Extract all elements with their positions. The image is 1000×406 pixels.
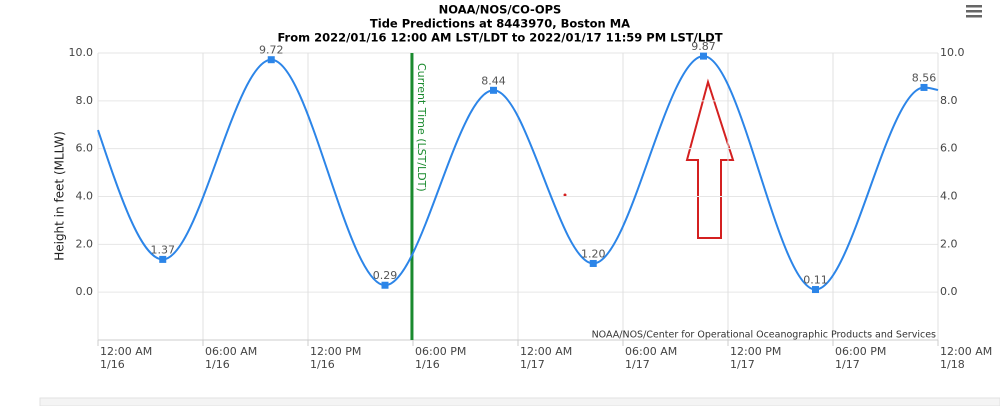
x-tick-label: 1/17 xyxy=(835,358,860,371)
menu-bar xyxy=(966,5,982,8)
x-tick-label: 12:00 PM xyxy=(730,345,781,358)
current-time-label: Current Time (LST/LDT) xyxy=(415,63,428,192)
y2-tick-label: 4.0 xyxy=(940,190,958,203)
tide-line xyxy=(97,55,939,291)
point-marker xyxy=(381,281,389,289)
y2-tick-label: 0.0 xyxy=(940,285,958,298)
x-tick-label: 06:00 AM xyxy=(205,345,257,358)
y-tick-label: 4.0 xyxy=(76,190,94,203)
x-tick-label: 1/16 xyxy=(415,358,440,371)
menu-bar xyxy=(966,10,982,13)
x-tick-label: 12:00 AM xyxy=(100,345,152,358)
data-label: 1.37 xyxy=(151,243,176,256)
footer-bar xyxy=(39,397,1000,406)
point-marker xyxy=(812,286,819,294)
y-tick-label: 0.0 xyxy=(76,285,94,298)
point-marker xyxy=(267,56,275,64)
y2-tick-label: 6.0 xyxy=(940,142,958,155)
y-tick-label: 2.0 xyxy=(76,237,94,250)
x-tick-label: 12:00 AM xyxy=(940,345,992,358)
x-tick-label: 06:00 PM xyxy=(835,345,886,358)
data-label: 1.20 xyxy=(581,247,606,260)
data-label: 9.87 xyxy=(691,40,716,53)
point-marker xyxy=(700,52,707,60)
dot xyxy=(563,193,567,197)
x-tick-label: 1/17 xyxy=(625,358,650,371)
x-tick-label: 06:00 PM xyxy=(415,345,466,358)
point-marker xyxy=(490,86,497,94)
y-tick-label: 8.0 xyxy=(76,94,94,107)
arrow-annotation xyxy=(685,78,735,239)
data-label: 0.11 xyxy=(803,274,828,287)
credit: NOAA/NOS/Center for Operational Oceanogr… xyxy=(592,330,936,341)
x-tick-label: 1/18 xyxy=(940,358,965,371)
data-label: 0.29 xyxy=(373,269,398,282)
x-tick-label: 1/17 xyxy=(520,358,545,371)
x-tick-label: 1/17 xyxy=(730,358,755,371)
point-marker xyxy=(920,83,928,91)
chart-title: NOAA/NOS/CO-OPS xyxy=(439,3,562,17)
y2-tick-label: 10.0 xyxy=(940,46,965,59)
x-tick-label: 12:00 PM xyxy=(310,345,361,358)
x-tick-label: 12:00 AM xyxy=(520,345,572,358)
x-tick-label: 06:00 AM xyxy=(625,345,677,358)
x-tick-label: 1/16 xyxy=(100,358,125,371)
y-axis-label: Height in feet (MLLW) xyxy=(53,131,67,261)
data-label: 9.72 xyxy=(259,44,284,57)
y-tick-label: 6.0 xyxy=(76,142,94,155)
data-label: 8.56 xyxy=(912,71,937,84)
y-tick-label: 10.0 xyxy=(69,46,94,59)
point-marker xyxy=(589,259,597,267)
x-tick-label: 1/16 xyxy=(205,358,230,371)
x-tick-label: 1/16 xyxy=(310,358,335,371)
y2-tick-label: 8.0 xyxy=(940,94,958,107)
y2-tick-label: 2.0 xyxy=(940,237,958,250)
data-label: 8.44 xyxy=(481,74,506,87)
menu-button[interactable] xyxy=(966,5,982,18)
point-marker xyxy=(159,255,167,263)
chart-subtitle: From 2022/01/16 12:00 AM LST/LDT to 2022… xyxy=(277,31,722,45)
menu-bar xyxy=(966,15,982,18)
chart-subtitle: Tide Predictions at 8443970, Boston MA xyxy=(370,17,630,31)
